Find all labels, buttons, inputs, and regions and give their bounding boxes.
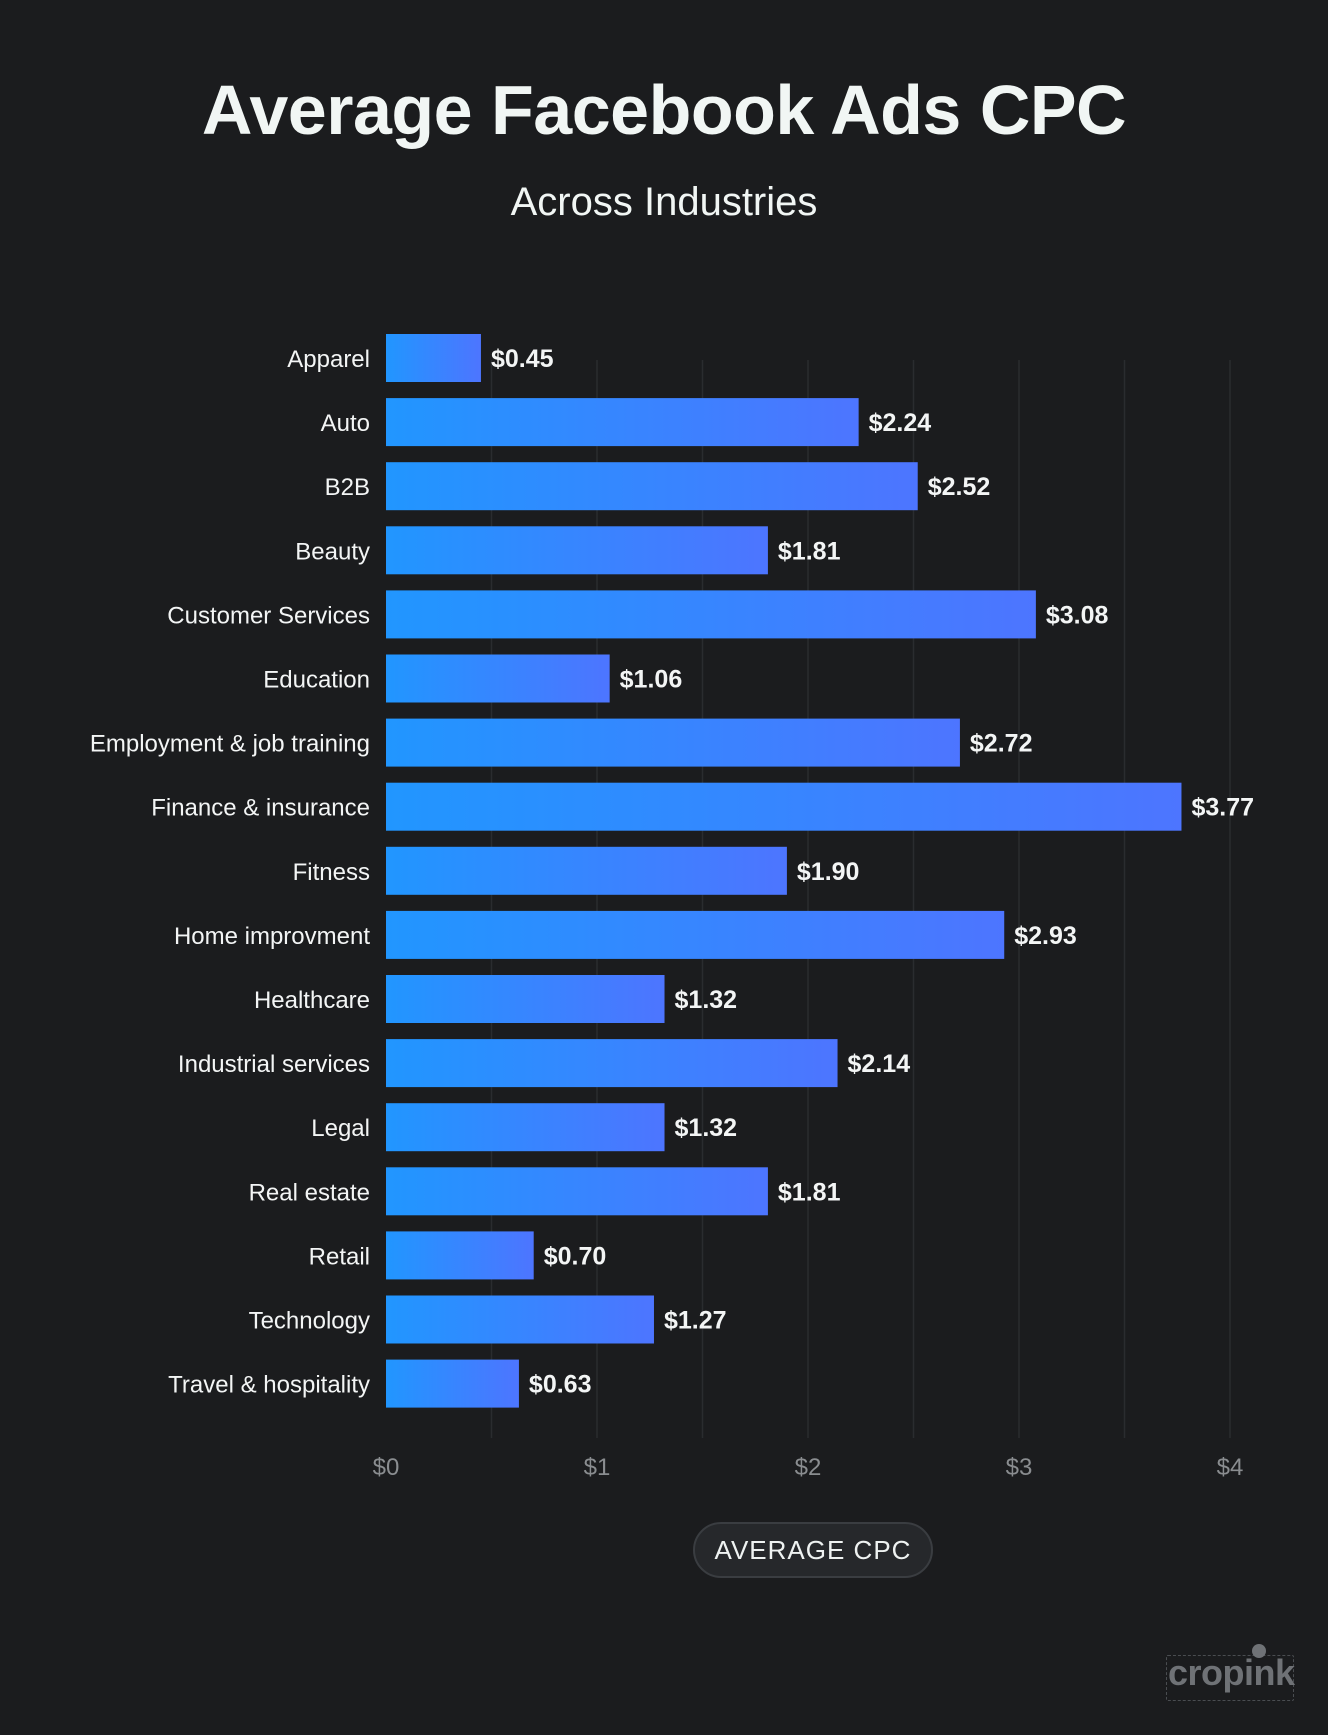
value-label: $1.32 bbox=[675, 1114, 738, 1142]
x-tick-label: $1 bbox=[584, 1454, 611, 1481]
chart-subtitle: Across Industries bbox=[510, 180, 818, 224]
x-tick-label: $4 bbox=[1217, 1454, 1244, 1481]
bar bbox=[386, 1167, 768, 1216]
category-label: Customer Services bbox=[167, 602, 370, 629]
category-label: Travel & hospitality bbox=[168, 1372, 370, 1399]
grid-lines bbox=[490, 360, 1231, 1438]
bar bbox=[386, 398, 859, 447]
value-label: $1.27 bbox=[664, 1307, 727, 1335]
bar bbox=[386, 910, 1005, 959]
category-label: Apparel bbox=[287, 346, 370, 373]
category-label: Fitness bbox=[293, 859, 370, 886]
bar bbox=[386, 654, 610, 703]
category-label: Auto bbox=[321, 410, 370, 437]
value-label: $1.81 bbox=[778, 1178, 841, 1206]
category-label: Finance & insurance bbox=[151, 795, 370, 822]
bar bbox=[386, 1039, 838, 1088]
category-label: Retail bbox=[309, 1243, 370, 1270]
category-label: Technology bbox=[249, 1308, 370, 1335]
x-axis-ticks: $0 $1 $2 $3 $4 bbox=[373, 1454, 1244, 1481]
category-label: Beauty bbox=[295, 538, 370, 565]
chart-title: Average Facebook Ads CPC bbox=[201, 71, 1127, 149]
value-label: $1.81 bbox=[778, 537, 841, 565]
x-tick-label: $3 bbox=[1006, 1454, 1033, 1481]
category-label: Legal bbox=[311, 1115, 370, 1142]
category-label: Industrial services bbox=[178, 1051, 370, 1078]
value-label: $2.72 bbox=[970, 730, 1033, 758]
bar bbox=[386, 334, 481, 382]
bar bbox=[386, 590, 1036, 639]
category-label: Healthcare bbox=[254, 987, 370, 1014]
bar bbox=[386, 462, 918, 511]
value-label: $0.63 bbox=[529, 1371, 592, 1399]
bar bbox=[386, 718, 960, 767]
category-labels: Apparel Auto B2B Beauty Customer Services Edu… bbox=[90, 346, 370, 1399]
bar bbox=[386, 975, 665, 1023]
bar bbox=[386, 846, 787, 895]
legend-average-cpc: AVERAGE CPC bbox=[693, 1522, 933, 1578]
value-label: $2.93 bbox=[1014, 922, 1077, 950]
bar bbox=[386, 526, 768, 575]
value-label: $0.70 bbox=[544, 1242, 607, 1270]
value-label: $3.77 bbox=[1191, 794, 1254, 822]
bar bbox=[386, 1231, 534, 1280]
value-label: $2.52 bbox=[928, 473, 991, 501]
category-label: Home improvment bbox=[174, 923, 370, 950]
category-label: B2B bbox=[325, 474, 370, 501]
bar bbox=[386, 782, 1182, 831]
value-label: $1.32 bbox=[675, 986, 738, 1014]
value-label: $0.45 bbox=[491, 345, 554, 373]
value-label: $2.14 bbox=[848, 1050, 911, 1078]
bar bbox=[386, 1103, 665, 1152]
bar bbox=[386, 1295, 654, 1344]
brand-frame bbox=[1166, 1655, 1294, 1701]
value-label: $2.24 bbox=[869, 409, 932, 437]
value-label: $1.06 bbox=[620, 666, 683, 694]
bar bbox=[386, 1359, 519, 1408]
category-label: Education bbox=[263, 667, 370, 694]
x-tick-label: $2 bbox=[795, 1454, 822, 1481]
bars bbox=[386, 334, 1182, 1408]
brand-logo: cropink bbox=[1168, 1652, 1295, 1693]
value-labels: $0.45 $2.24 $2.52 $1.81 $3.08 $1.06 $2.72 $3.77… bbox=[491, 345, 1254, 1399]
brand-dot-icon bbox=[1252, 1644, 1266, 1658]
category-label: Real estate bbox=[249, 1179, 370, 1206]
x-tick-label: $0 bbox=[373, 1454, 400, 1481]
value-label: $1.90 bbox=[797, 858, 860, 886]
category-label: Employment & job training bbox=[90, 731, 370, 758]
value-label: $3.08 bbox=[1046, 601, 1109, 629]
